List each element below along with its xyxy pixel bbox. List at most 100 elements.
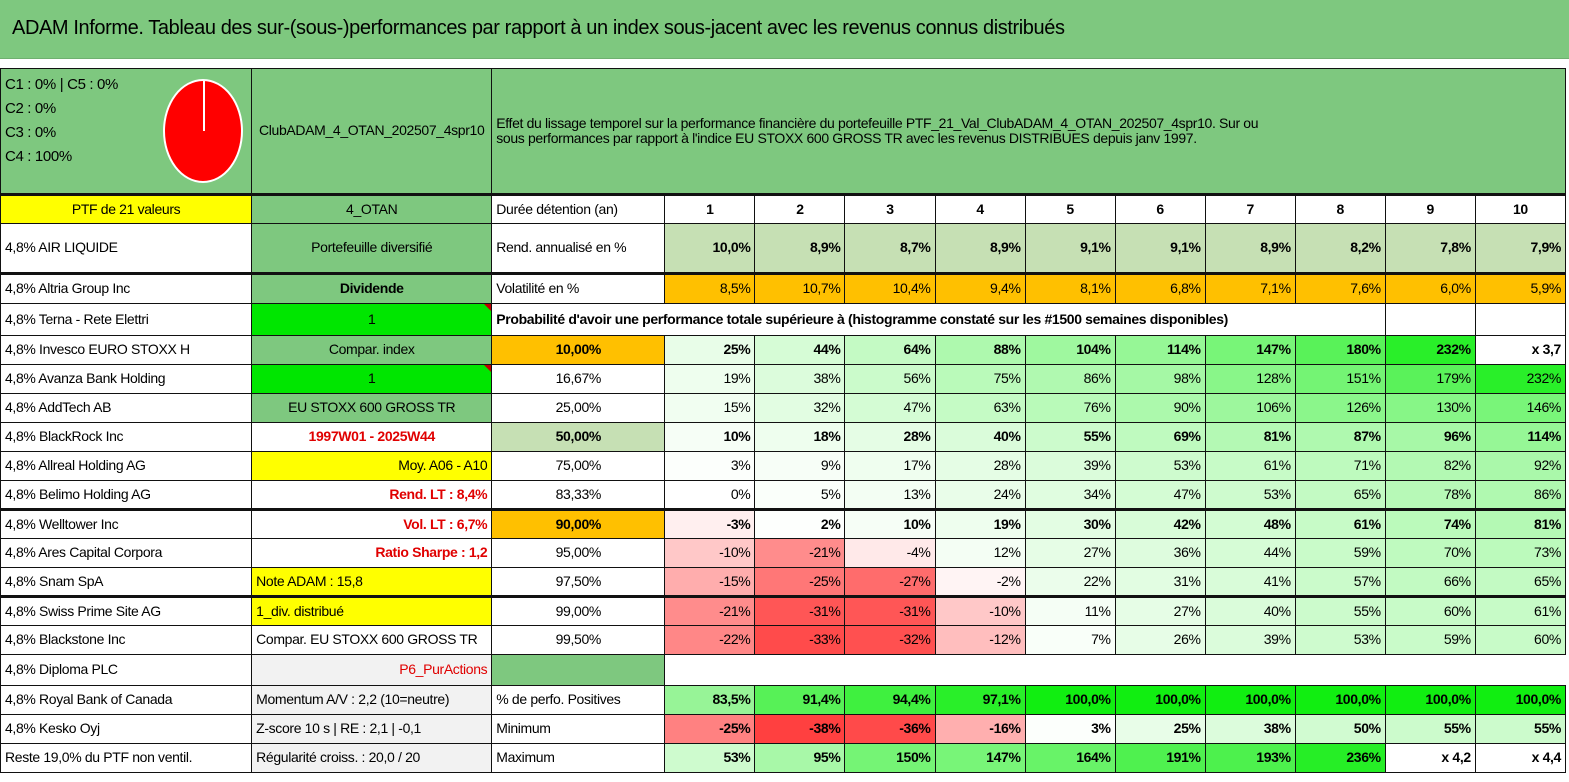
year-header: 1 <box>664 193 756 224</box>
probability-value: 66% <box>1384 567 1476 597</box>
probability-value: 59% <box>1384 625 1476 655</box>
probability-value: 10% <box>664 422 756 452</box>
holding-name: 4,8% Terna - Rete Elettri <box>0 303 253 336</box>
probability-value: 0% <box>664 480 756 510</box>
annualized-return-value: 7,8% <box>1384 223 1476 274</box>
probability-value: 55% <box>1024 422 1116 452</box>
volatility-value: 9,4% <box>934 272 1026 304</box>
probability-threshold: 16,67% <box>491 364 666 394</box>
dividend-label: Dividende <box>251 272 493 304</box>
sheet-row: 4,8% Royal Bank of Canada Momentum A/V : … <box>0 685 1567 715</box>
probability-value: 128% <box>1204 364 1296 394</box>
category-line: C3 : 0% <box>5 124 56 141</box>
probability-title: Probabilité d'avoir une performance tota… <box>491 303 1386 336</box>
probability-value: 38% <box>754 364 846 394</box>
volatility-value: 6,8% <box>1114 272 1206 304</box>
title-bar: ADAM Informe. Tableau des sur-(sous-)per… <box>0 0 1569 59</box>
holding-name: 4,8% Royal Bank of Canada <box>0 685 253 715</box>
min-value: -25% <box>664 714 756 744</box>
probability-value: 92% <box>1474 451 1567 481</box>
max-value: 236% <box>1294 743 1386 773</box>
year-header: 4 <box>934 193 1026 224</box>
holding-name: 4,8% Blackstone Inc <box>0 625 253 655</box>
description-line: Effet du lissage temporel sur la perform… <box>496 114 1259 131</box>
regularity: Régularité croiss. : 20,0 / 20 <box>251 743 493 773</box>
comparison-index-full: Compar. EU STOXX 600 GROSS TR <box>251 625 493 655</box>
period: 1997W01 - 2025W44 <box>251 422 493 452</box>
max-value: x 4,2 <box>1384 743 1476 773</box>
probability-value: 70% <box>1384 538 1476 568</box>
annualized-return-value: 8,9% <box>1204 223 1296 274</box>
probability-value: 61% <box>1204 451 1296 481</box>
sheet-row: 4,8% Kesko Oyj Z-score 10 s | RE : 2,1 | … <box>0 714 1567 744</box>
volatility-value: 8,1% <box>1024 272 1116 304</box>
probability-value: -25% <box>754 567 846 597</box>
year-header: 2 <box>754 193 846 224</box>
probability-value: -12% <box>934 625 1026 655</box>
probability-value: 34% <box>1024 480 1116 510</box>
probability-value: 25% <box>664 335 756 365</box>
profile-label: P6_PurActions <box>251 654 493 686</box>
probability-value: 57% <box>1294 567 1386 597</box>
probability-value: -22% <box>664 625 756 655</box>
annualized-return-value: 7,9% <box>1474 223 1567 274</box>
probability-value: 56% <box>844 364 936 394</box>
probability-value: -27% <box>844 567 936 597</box>
group-label: 4_OTAN <box>251 193 493 224</box>
probability-value: 74% <box>1384 508 1476 539</box>
probability-value: 180% <box>1294 335 1386 365</box>
category-line: C1 : 0% | C5 : 0% <box>5 76 118 93</box>
dividend-mode: 1_div. distribué <box>251 595 493 626</box>
probability-value: 147% <box>1204 335 1296 365</box>
ptf-label: PTF de 21 valeurs <box>0 193 253 224</box>
probability-threshold: 99,00% <box>491 595 666 626</box>
profile-color-cell <box>491 654 666 686</box>
probability-value: 44% <box>754 335 846 365</box>
probability-value: 53% <box>1114 451 1206 481</box>
category-pie-chart <box>163 79 243 183</box>
holding-name: 4,8% BlackRock Inc <box>0 422 253 452</box>
min-value: -36% <box>844 714 936 744</box>
probability-value: x 3,7 <box>1474 335 1567 365</box>
min-value: 55% <box>1384 714 1476 744</box>
probability-value: 81% <box>1474 508 1567 539</box>
probability-value: 18% <box>754 422 846 452</box>
sheet-row: 4,8% Terna - Rete Elettri 1 Probabilité d'… <box>0 303 1567 336</box>
annualized-return-value: 8,7% <box>844 223 936 274</box>
year-header: 6 <box>1114 193 1206 224</box>
momentum: Momentum A/V : 2,2 (10=neutre) <box>251 685 493 715</box>
year-header: 5 <box>1024 193 1116 224</box>
positive-value: 100,0% <box>1474 685 1567 715</box>
max-label: Maximum <box>491 743 666 773</box>
zscore: Z-score 10 s | RE : 2,1 | -0,1 <box>251 714 493 744</box>
probability-value: 151% <box>1294 364 1386 394</box>
probability-value: 59% <box>1294 538 1386 568</box>
sheet-row: 4,8% Invesco EURO STOXX H Compar. index 10… <box>0 335 1567 365</box>
portfolio-type: Portefeuille diversifié <box>251 223 493 274</box>
probability-value: 7% <box>1024 625 1116 655</box>
probability-value: -32% <box>844 625 936 655</box>
probability-value: 40% <box>1204 595 1296 626</box>
probability-value: 19% <box>934 508 1026 539</box>
probability-value: 17% <box>844 451 936 481</box>
annualized-return-value: 8,2% <box>1294 223 1386 274</box>
probability-value: 39% <box>1204 625 1296 655</box>
holding-name: 4,8% AddTech AB <box>0 393 253 423</box>
annualized-return-value: 9,1% <box>1024 223 1116 274</box>
annualized-return-value: 10,0% <box>664 223 756 274</box>
sheet-row: 4,8% AddTech AB EU STOXX 600 GROSS TR 25,0… <box>0 393 1567 423</box>
probability-value: 47% <box>844 393 936 423</box>
empty-cell <box>1384 303 1476 336</box>
probability-value: 179% <box>1384 364 1476 394</box>
probability-value: 22% <box>1024 567 1116 597</box>
year-header: 3 <box>844 193 936 224</box>
positive-value: 91,4% <box>754 685 846 715</box>
sheet-row: 4,8% Avanza Bank Holding 1 16,67% 19% 38% 56%… <box>0 364 1567 394</box>
min-label: Minimum <box>491 714 666 744</box>
probability-value: 3% <box>664 451 756 481</box>
probability-value: -3% <box>664 508 756 539</box>
probability-value: 130% <box>1384 393 1476 423</box>
probability-value: 2% <box>754 508 846 539</box>
holding-name: 4,8% Ares Capital Corpora <box>0 538 253 568</box>
holding-name: 4,8% AIR LIQUIDE <box>0 223 253 274</box>
